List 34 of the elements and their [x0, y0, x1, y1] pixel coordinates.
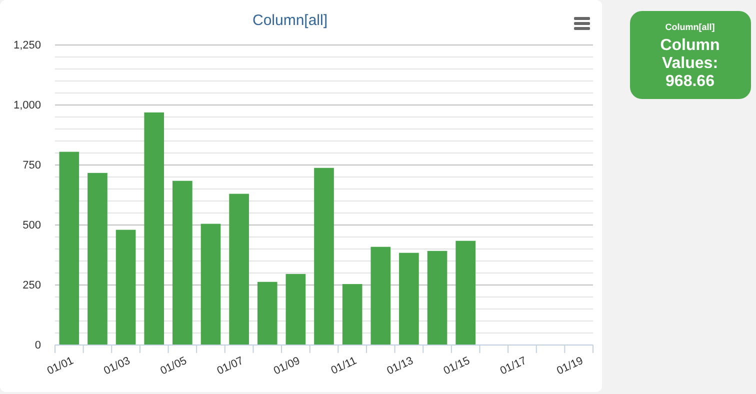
bar	[144, 112, 164, 345]
bar	[427, 250, 448, 345]
bar	[286, 274, 306, 345]
x-tick-label: 01/15	[442, 354, 472, 378]
bar	[314, 168, 334, 345]
y-tick-label: 500	[22, 220, 41, 232]
x-tick-label: 01/09	[272, 354, 302, 378]
x-tick-label: 01/11	[329, 354, 359, 378]
bar	[399, 252, 419, 345]
x-tick-label: 01/03	[102, 354, 132, 378]
y-tick-label: 1,000	[13, 100, 41, 112]
x-tick-label: 01/05	[158, 354, 189, 378]
bar	[370, 246, 391, 345]
bar	[229, 194, 249, 345]
x-tick-label: 01/01	[45, 354, 76, 378]
bar	[456, 240, 476, 345]
bar	[257, 282, 278, 345]
y-tick-label: 750	[22, 160, 41, 172]
bar	[342, 284, 362, 345]
x-tick-label: 01/19	[555, 354, 586, 378]
bar	[59, 152, 80, 345]
bar	[88, 172, 108, 345]
chart-title: Column[all]	[252, 12, 328, 29]
text: Column Values: 968.66	[660, 37, 720, 90]
bar	[116, 230, 136, 345]
y-tick-label: 250	[22, 280, 41, 292]
y-tick-label: 0	[34, 340, 41, 352]
bar	[172, 180, 192, 345]
y-tick-label: 1,250	[13, 40, 41, 52]
x-tick-label: 01/17	[498, 354, 528, 378]
bar	[200, 224, 221, 345]
x-tick-label: 01/07	[215, 354, 246, 378]
x-tick-label: 01/13	[385, 354, 416, 378]
text: Column[all]	[665, 22, 715, 32]
